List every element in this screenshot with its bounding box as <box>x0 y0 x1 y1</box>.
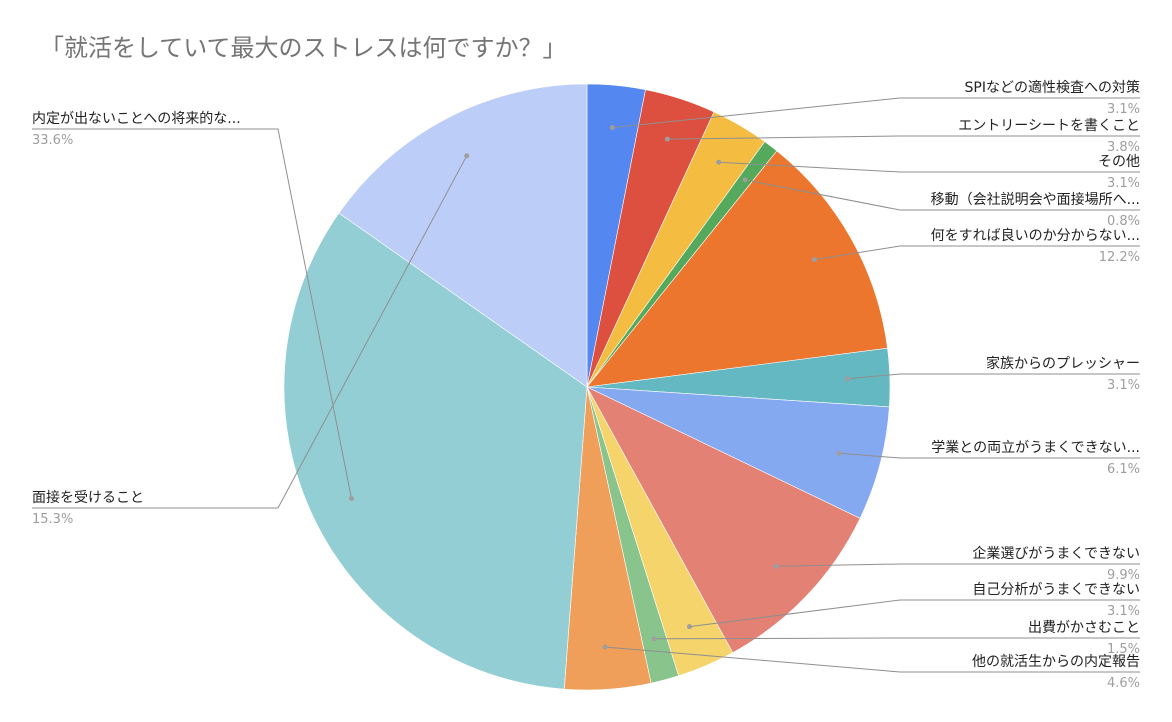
slice-label: 移動（会社説明会や面接場所へ... <box>931 191 1140 208</box>
slice-label: エントリーシートを書くこと <box>958 118 1140 134</box>
leader-line <box>847 373 1140 380</box>
slice-percentage: 3.1% <box>1107 378 1140 393</box>
leader-line <box>667 135 1140 140</box>
chart-title: 「就活をしていて最大のストレスは何ですか？」 <box>40 34 567 62</box>
slice-percentage: 4.6% <box>1107 676 1140 691</box>
leader-dot <box>602 644 608 650</box>
slice-percentage: 0.8% <box>1107 214 1140 229</box>
slice-label: SPIなどの適性検査への対策 <box>965 79 1140 96</box>
leader-line <box>612 97 1140 129</box>
pie-slice <box>586 386 861 654</box>
leader-line <box>745 179 1140 211</box>
slice-label: その他 <box>1098 154 1140 170</box>
leader-line <box>814 245 1140 261</box>
pie-slices <box>283 83 891 691</box>
slice-label: 内定が出ないことへの将来的な... <box>32 111 241 127</box>
slice-label: 他の就活生からの内定報告 <box>972 654 1140 670</box>
slice-label: 学業との両立がうまくできない... <box>931 440 1140 456</box>
slice-percentage: 3.8% <box>1107 140 1140 155</box>
leader-dot <box>811 257 817 263</box>
leader-dot <box>836 450 842 456</box>
leader-line <box>32 128 352 499</box>
leader-dot <box>349 496 354 501</box>
slice-percentage: 3.1% <box>1107 176 1140 191</box>
slice-label: 出費がかさむこと <box>1028 620 1140 636</box>
leader-dot <box>464 153 470 159</box>
leader-lines <box>32 97 1140 673</box>
slice-labels: SPIなどの適性検査への対策3.1%エントリーシートを書くこと3.8%その他3.… <box>32 79 1140 691</box>
slice-percentage: 12.2% <box>1099 250 1140 265</box>
leader-line <box>776 563 1140 567</box>
leader-dot <box>664 136 670 142</box>
leader-line <box>604 646 1140 673</box>
leader-dot <box>609 125 615 131</box>
leader-dot <box>716 159 722 165</box>
leader-dot <box>773 563 779 569</box>
leader-line <box>653 637 1140 640</box>
slice-label: 企業選びがうまくできない <box>972 545 1140 562</box>
pie-slice <box>338 83 588 388</box>
pie-slice <box>283 212 588 690</box>
slice-label: 何をすれば良いのか分からない... <box>931 228 1140 244</box>
leader-line <box>32 155 468 509</box>
leader-line <box>689 599 1140 628</box>
leader-dot <box>687 624 692 630</box>
leader-line <box>838 452 1140 459</box>
leader-line <box>718 161 1140 173</box>
slice-percentage: 3.1% <box>1107 604 1140 619</box>
slice-percentage: 15.3% <box>32 512 73 527</box>
slice-percentage: 6.1% <box>1107 462 1140 477</box>
slice-percentage: 9.9% <box>1107 568 1140 583</box>
leader-dot <box>742 177 748 183</box>
slice-label: 家族からのプレッシャー <box>986 355 1140 372</box>
slice-percentage: 3.1% <box>1107 102 1140 117</box>
leader-dot <box>651 636 657 642</box>
leader-dot <box>845 376 850 382</box>
slice-label: 面接を受けること <box>32 489 144 506</box>
slice-label: 自己分析がうまくできない <box>972 582 1140 598</box>
pie-slice <box>586 150 888 388</box>
slice-percentage: 33.6% <box>32 133 73 148</box>
slice-percentage: 1.5% <box>1107 642 1140 657</box>
